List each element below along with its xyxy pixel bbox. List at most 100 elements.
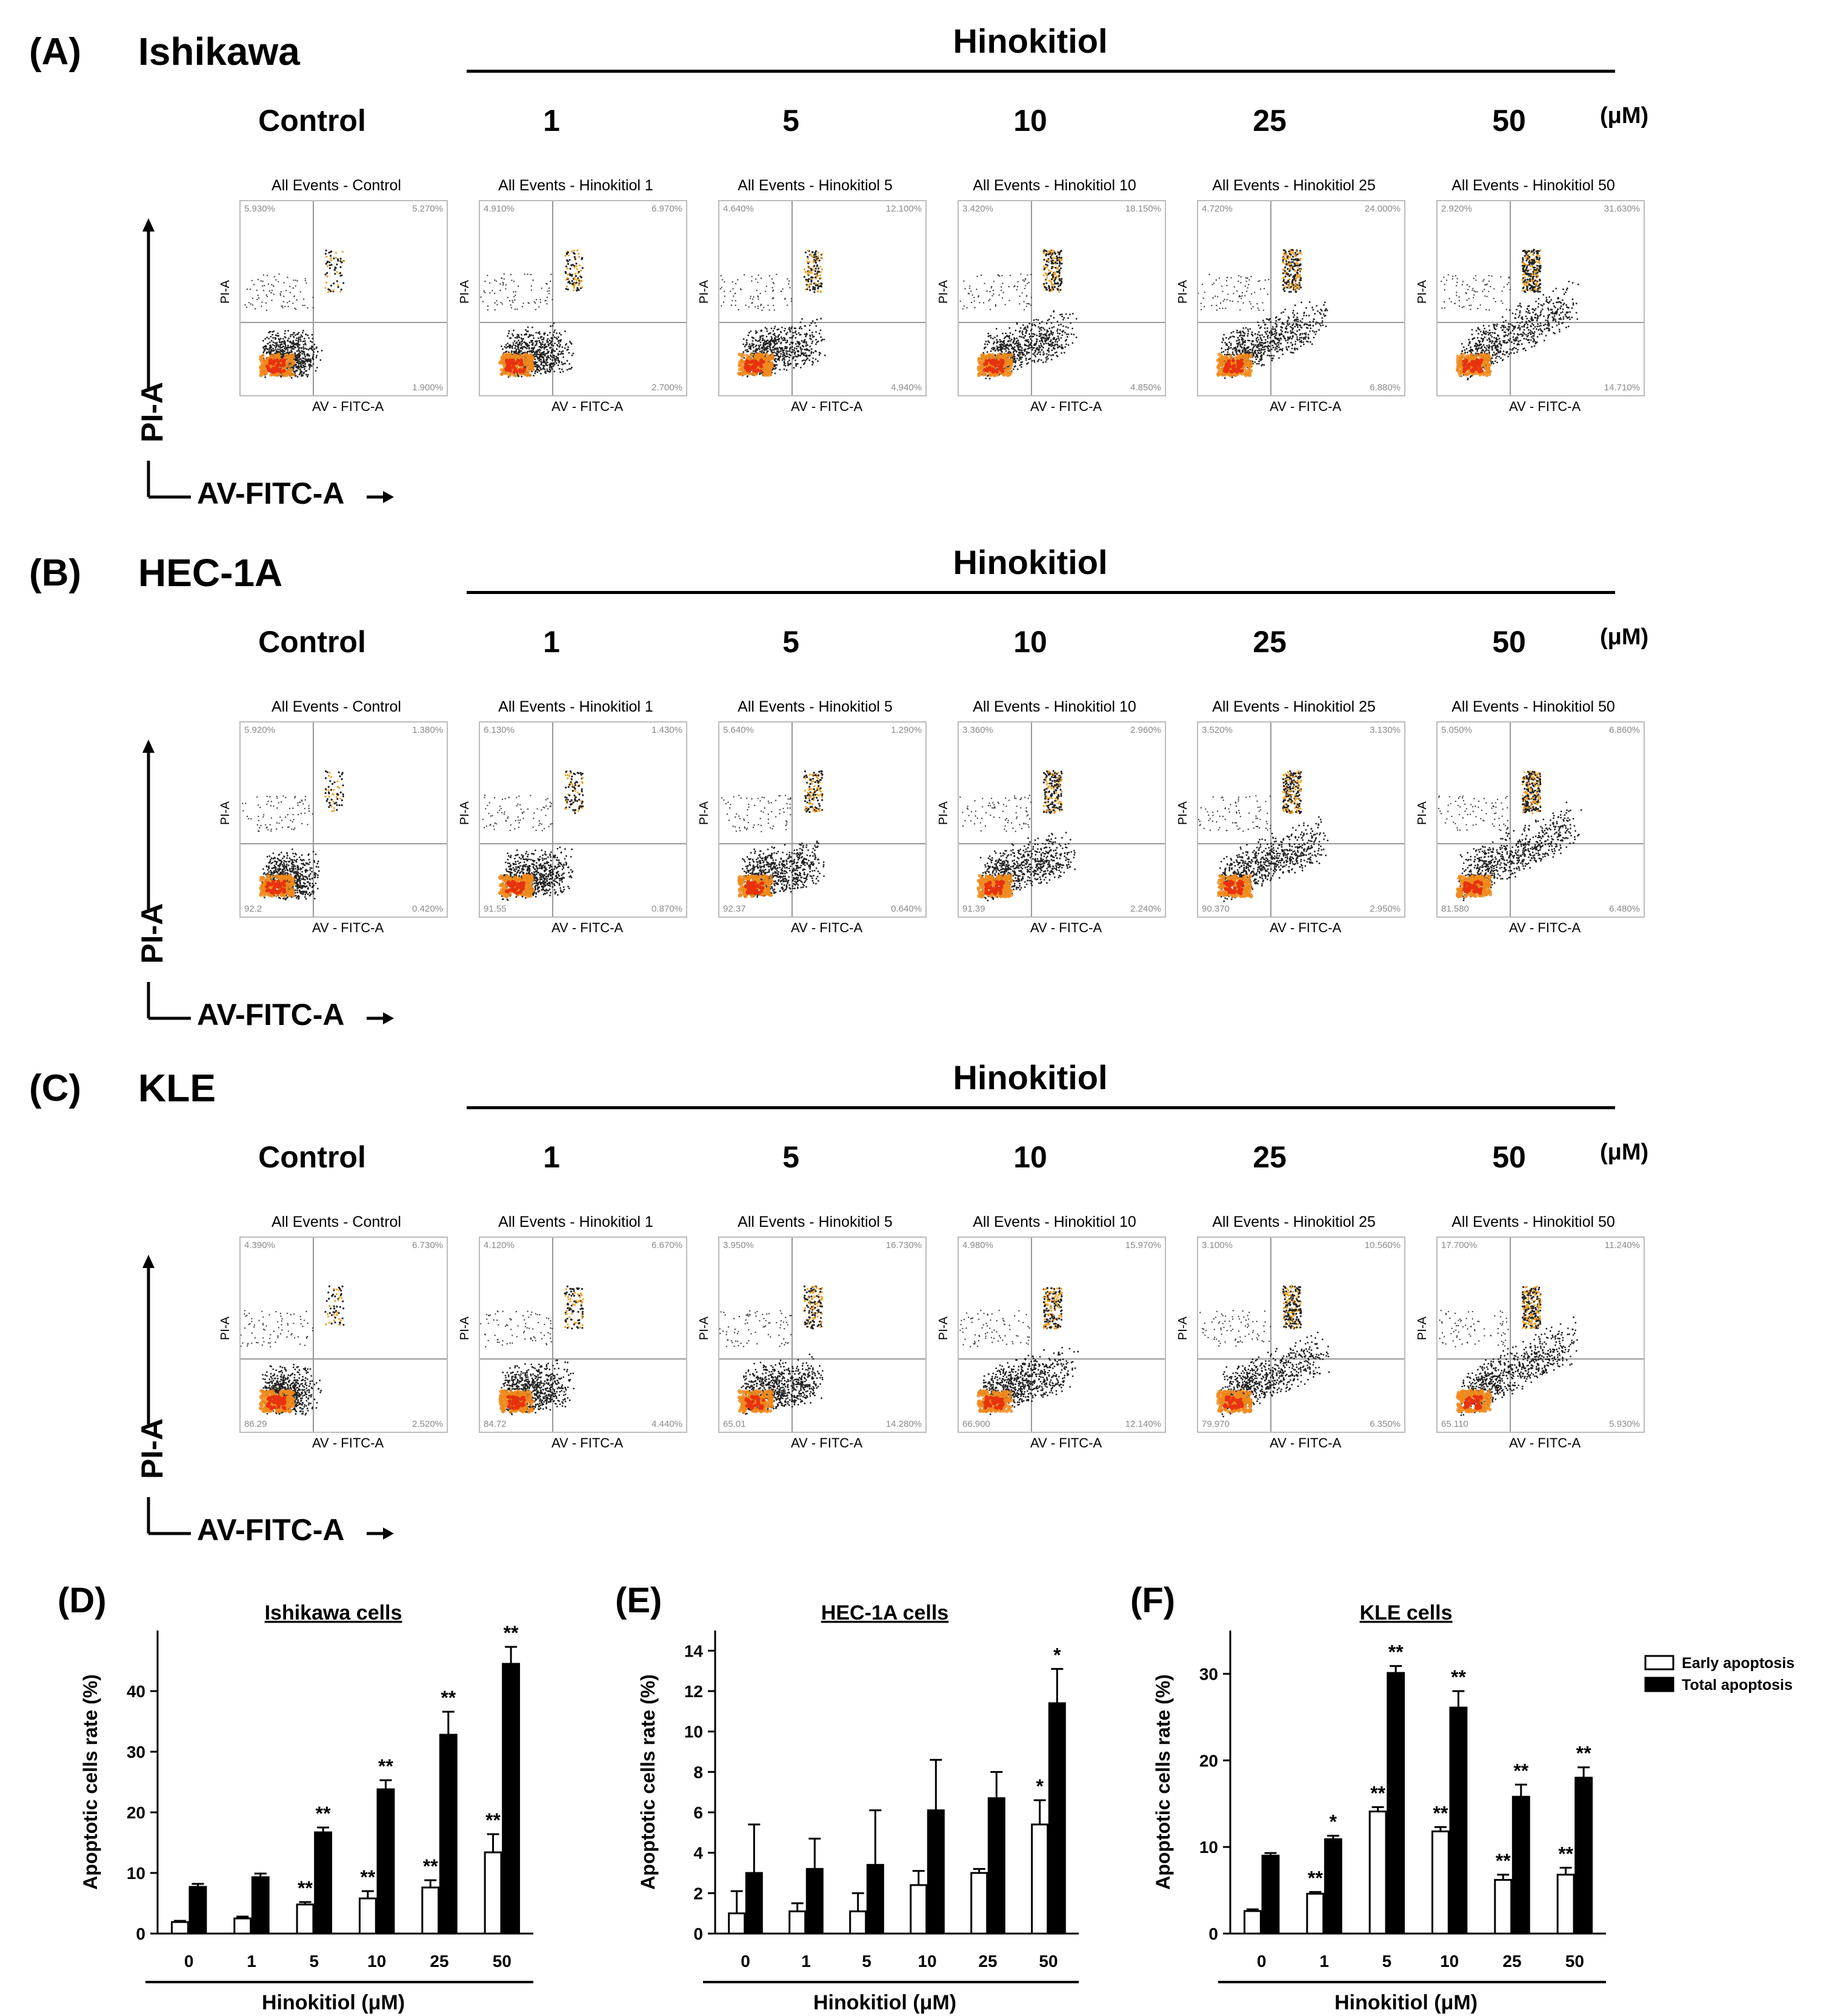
legend-swatch-early: [1644, 1655, 1674, 1671]
plot-title: All Events - Hinokitiol 25: [1179, 177, 1409, 195]
concentration-header: 10: [939, 624, 1121, 659]
y-tick-label: 10: [684, 1723, 703, 1741]
bar-early: [170, 1921, 189, 1935]
plot-x-label: AV - FITC-A: [551, 920, 623, 936]
significance-mark: **: [1370, 1782, 1385, 1804]
plot-title: All Events - Hinokitiol 1: [461, 177, 691, 195]
large-x-axis-label: AV-FITC-A: [197, 476, 344, 511]
scatter-plot: 3.100% 10.560% 6.350% 79.970: [1197, 1237, 1405, 1433]
quadrant-ll-percent: 91.39: [962, 904, 985, 914]
significance-mark: **: [1433, 1802, 1448, 1824]
scatter-density: [959, 201, 1165, 395]
concentration-header: 25: [1179, 624, 1361, 659]
panel-label: (E): [615, 1581, 662, 1620]
bar-total: [1449, 1706, 1468, 1935]
x-tick-label: 10: [918, 1952, 936, 1971]
panel-label: (F): [1130, 1581, 1175, 1620]
plot-title: All Events - Hinokitiol 5: [700, 1213, 930, 1231]
plot-x-label: AV - FITC-A: [1509, 1435, 1581, 1451]
scatter-plot: 4.640% 12.100% 4.940%: [718, 200, 927, 396]
scatter-plot: 4.120% 6.670% 4.440% 84.72: [479, 1237, 687, 1433]
scatter-plot: 4.720% 24.000% 6.880%: [1197, 200, 1405, 396]
quadrant-lr-percent: 6.880%: [1370, 382, 1401, 393]
plot-x-label: AV - FITC-A: [791, 920, 862, 936]
scatter-plot: 3.420% 18.150% 4.850%: [958, 200, 1166, 396]
bar-early: [1431, 1830, 1450, 1935]
quadrant-ur-percent: 11.240%: [1605, 1240, 1640, 1250]
y-tick-label: 30: [127, 1743, 145, 1761]
significance-mark: **: [1451, 1666, 1466, 1688]
axis-arrows: [142, 1255, 394, 1540]
quadrant-ul-percent: 17.700%: [1441, 1240, 1477, 1250]
scatter-plot: 3.950% 16.730% 14.280% 65.01: [718, 1237, 927, 1433]
quadrant-ur-percent: 24.000%: [1365, 204, 1401, 214]
scatter-density: [1438, 723, 1644, 916]
y-tick-label: 8: [693, 1763, 703, 1781]
scatter-density: [719, 1238, 925, 1432]
bar-total: [987, 1797, 1005, 1935]
panel-label: (A): [29, 30, 81, 73]
scatter-plot: 5.640% 1.290% 0.640% 92.37: [718, 721, 927, 918]
concentration-header: Control: [221, 624, 403, 659]
unit-label: (μM): [1600, 103, 1648, 129]
plot-x-label: AV - FITC-A: [1270, 1435, 1341, 1451]
quadrant-ur-percent: 12.100%: [886, 204, 922, 214]
chart-title: HEC-1A cells: [821, 1601, 948, 1624]
quadrant-ur-percent: 2.960%: [1130, 725, 1161, 735]
panel-label: (D): [58, 1581, 107, 1620]
significance-mark: **: [1513, 1760, 1528, 1781]
quadrant-ll-percent: 65.01: [723, 1419, 746, 1429]
chart-title: KLE cells: [1359, 1601, 1452, 1624]
scatter-plot: 4.910% 6.970% 2.700%: [479, 200, 687, 396]
quadrant-ll-percent: 92.2: [244, 904, 262, 914]
quadrant-ur-percent: 5.270%: [412, 204, 443, 214]
quadrant-lr-percent: 2.520%: [412, 1419, 443, 1429]
quadrant-ur-percent: 10.560%: [1365, 1240, 1401, 1250]
y-tick-label: 0: [1208, 1924, 1218, 1943]
scatter-density: [719, 723, 925, 916]
panel-label: (C): [29, 1067, 81, 1110]
x-tick-label: 5: [310, 1952, 319, 1971]
scatter-density: [1197, 201, 1404, 395]
concentration-header: 25: [1179, 103, 1361, 138]
x-tick-label: 1: [1319, 1952, 1329, 1971]
plot-title: All Events - Hinokitiol 5: [700, 177, 930, 195]
quadrant-ur-percent: 6.730%: [412, 1240, 443, 1250]
scatter-plot: 6.130% 1.430% 0.870% 91.55: [479, 721, 687, 918]
plot-x-label: AV - FITC-A: [551, 399, 623, 415]
axis-arrows: [142, 218, 394, 503]
unit-label: (μM): [1600, 1140, 1648, 1166]
scatter-plot: 4.980% 15.970% 12.140% 66.900: [958, 1237, 1166, 1433]
bar-early: [296, 1903, 315, 1935]
quadrant-lr-percent: 14.280%: [886, 1419, 922, 1429]
x-tick-label: 5: [862, 1952, 871, 1971]
large-x-axis-label: AV-FITC-A: [197, 1512, 344, 1547]
scatter-density: [1438, 1238, 1644, 1432]
quadrant-ul-percent: 5.050%: [1441, 725, 1472, 735]
quadrant-ur-percent: 6.860%: [1609, 725, 1640, 735]
bar-early: [970, 1872, 988, 1935]
y-tick-label: 4: [693, 1844, 703, 1863]
treatment-title: Hinokitiol: [818, 542, 1242, 582]
concentration-header: 5: [700, 103, 882, 138]
quadrant-ll-percent: 65.110: [1441, 1419, 1468, 1429]
significance-mark: *: [1330, 1811, 1338, 1833]
quadrant-ur-percent: 1.290%: [891, 725, 922, 735]
significance-mark: **: [441, 1687, 456, 1709]
plot-x-label: AV - FITC-A: [791, 399, 862, 415]
quadrant-lr-percent: 2.700%: [651, 382, 682, 393]
plot-x-label: AV - FITC-A: [1270, 920, 1341, 936]
bar-total: [745, 1872, 763, 1935]
bar-early: [1556, 1874, 1575, 1935]
cell-line-name: Ishikawa: [138, 29, 300, 74]
plot-x-label: AV - FITC-A: [551, 1435, 623, 1451]
quadrant-lr-percent: 4.850%: [1130, 382, 1161, 393]
plot-title: All Events - Hinokitiol 50: [1418, 1213, 1648, 1231]
plot-x-label: AV - FITC-A: [312, 920, 384, 936]
quadrant-ul-percent: 3.360%: [962, 725, 993, 735]
bar-early: [849, 1910, 867, 1935]
concentration-header: 10: [939, 1140, 1121, 1175]
x-tick-label: 50: [493, 1952, 511, 1971]
unit-label: (μM): [1600, 624, 1648, 650]
significance-mark: **: [316, 1803, 331, 1824]
